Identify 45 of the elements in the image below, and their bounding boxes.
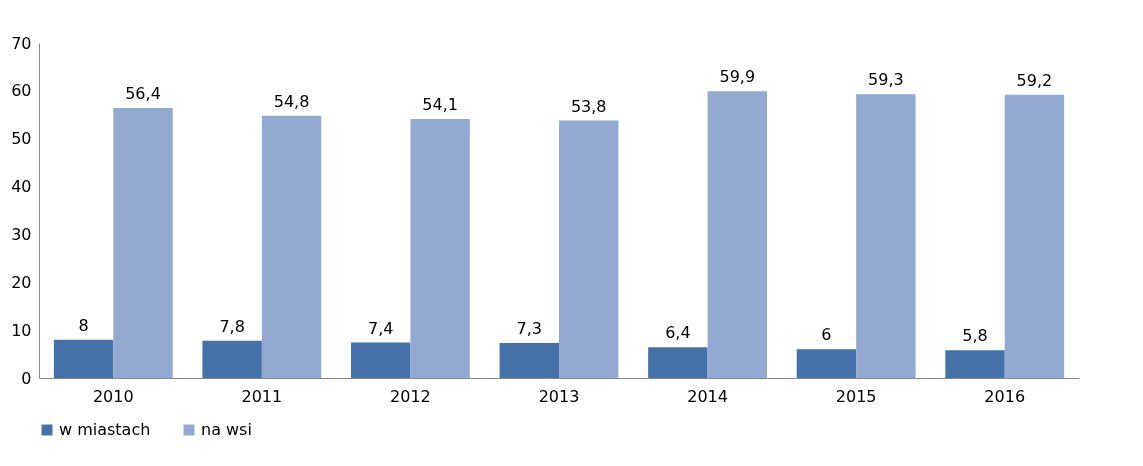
x-tick-label: 2014 <box>687 386 728 406</box>
legend-label: w miastach <box>59 420 151 439</box>
x-tick-label: 2010 <box>92 386 134 406</box>
data-label: 59,9 <box>719 67 756 87</box>
data-label: 7,3 <box>516 319 543 339</box>
data-label: 54,8 <box>273 91 310 111</box>
x-tick-label: 2011 <box>241 386 283 406</box>
data-label: 5,8 <box>962 326 988 346</box>
y-tick-label: 0 <box>21 368 32 388</box>
y-tick-label: 30 <box>11 224 32 244</box>
y-tick-label: 60 <box>11 81 32 101</box>
bar <box>53 339 114 378</box>
bar <box>202 340 262 378</box>
data-label: 8 <box>78 315 89 335</box>
bar <box>113 108 173 378</box>
x-tick-label: 2012 <box>390 386 431 406</box>
bar <box>351 342 411 378</box>
data-label: 7,4 <box>367 318 394 338</box>
x-tick-label: 2015 <box>835 386 877 406</box>
data-label: 6,4 <box>665 323 691 343</box>
y-tick-label: 70 <box>11 33 32 53</box>
y-tick-label: 40 <box>11 177 32 197</box>
x-tick-label: 2016 <box>984 386 1026 406</box>
bar <box>410 119 470 378</box>
data-label: 6 <box>821 325 832 345</box>
data-label: 54,1 <box>422 95 458 115</box>
y-tick-label: 50 <box>11 129 32 149</box>
x-tick-label: 2013 <box>538 386 580 406</box>
bar <box>707 91 767 378</box>
data-label: 56,4 <box>125 84 161 104</box>
bar <box>559 120 619 378</box>
bar <box>648 347 708 378</box>
bar <box>856 94 916 378</box>
y-tick-label: 20 <box>11 272 32 292</box>
bar <box>1004 94 1065 378</box>
y-tick-label: 10 <box>11 320 32 340</box>
bar <box>945 350 1005 378</box>
data-label: 59,3 <box>868 70 904 90</box>
bar <box>499 343 559 378</box>
bar <box>261 115 322 378</box>
data-label: 59,2 <box>1016 70 1053 90</box>
bar <box>796 349 857 378</box>
legend-label: na wsi <box>201 420 252 439</box>
data-label: 53,8 <box>570 96 607 116</box>
data-label: 7,8 <box>219 316 245 336</box>
